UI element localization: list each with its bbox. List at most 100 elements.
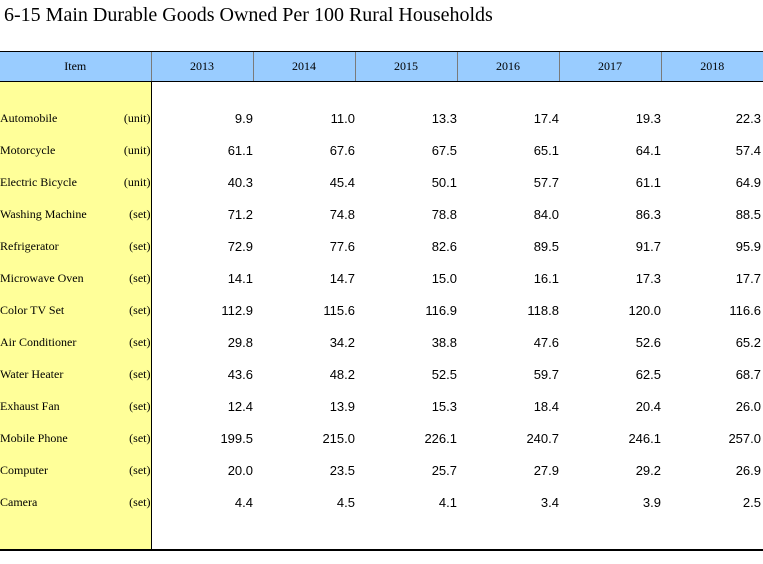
column-header-item: Item: [0, 51, 151, 82]
value-cell: 215.0: [322, 430, 355, 446]
value-cell: 11.0: [330, 110, 355, 126]
value-cell: 67.5: [431, 142, 457, 158]
value-cell: 26.0: [735, 398, 761, 414]
value-cell: 13.3: [431, 110, 457, 126]
item-unit: (unit): [123, 174, 151, 189]
item-name: Automobile: [0, 110, 58, 125]
table-bottom-spacer: [0, 518, 763, 551]
item-name: Mobile Phone: [0, 430, 68, 445]
table-row: Mobile Phone (set) 199.5 215.0 226.1 240.7 246…: [0, 422, 763, 454]
value-cell: 19.3: [635, 110, 661, 126]
column-header-2015: 2015: [354, 51, 457, 82]
value-cell: 25.7: [431, 462, 457, 478]
item-name: Microwave Oven: [0, 270, 84, 285]
value-cell: 22.3: [735, 110, 761, 126]
table-row: Washing Machine (set) 71.2 74.8 78.8 84.0 86.3…: [0, 198, 763, 230]
value-cell: 82.6: [431, 238, 457, 254]
value-cell: 3.4: [540, 494, 559, 510]
row-label-cell: Motorcycle (unit): [0, 134, 152, 166]
value-cell: 17.4: [533, 110, 559, 126]
column-header-2014: 2014: [252, 51, 355, 82]
value-cell: 86.3: [635, 206, 661, 222]
value-cell: 89.5: [533, 238, 559, 254]
value-cell: 64.1: [635, 142, 661, 158]
value-cell: 50.1: [431, 174, 457, 190]
value-cell: 16.1: [533, 270, 559, 286]
item-name: Camera: [0, 494, 38, 509]
value-cell: 78.8: [431, 206, 457, 222]
value-cell: 4.5: [336, 494, 355, 510]
value-cell: 26.9: [735, 462, 761, 478]
table-row: Motorcycle (unit) 61.1 67.6 67.5 65.1 64.1 57.4: [0, 134, 763, 166]
table-body: Automobile (unit) 9.9 11.0 13.3 17.4 19.3 22.3 M…: [0, 81, 763, 551]
item-unit: (set): [129, 302, 151, 317]
value-cell: 29.2: [635, 462, 661, 478]
value-cell: 61.1: [227, 142, 253, 158]
value-cell: 61.1: [635, 174, 661, 190]
row-label-cell: Color TV Set (set): [0, 294, 152, 326]
item-name: Color TV Set: [0, 302, 65, 317]
value-cell: 88.5: [735, 206, 761, 222]
table-row: Computer (set) 20.0 23.5 25.7 27.9 29.2 26.9: [0, 454, 763, 486]
value-cell: 64.9: [735, 174, 761, 190]
item-unit: (set): [129, 430, 151, 445]
value-cell: 43.6: [227, 366, 253, 382]
row-label-cell: Exhaust Fan (set): [0, 390, 152, 422]
column-header-2013: 2013: [150, 51, 253, 82]
value-cell: 112.9: [221, 302, 253, 318]
value-cell: 57.7: [533, 174, 559, 190]
value-cell: 67.6: [329, 142, 355, 158]
value-cell: 199.5: [220, 430, 253, 446]
value-cell: 240.7: [526, 430, 559, 446]
item-unit: (set): [129, 270, 151, 285]
value-cell: 226.1: [424, 430, 457, 446]
value-cell: 72.9: [227, 238, 253, 254]
value-cell: 120.0: [628, 302, 661, 318]
value-cell: 71.2: [227, 206, 253, 222]
row-label-cell: Camera (set): [0, 486, 152, 518]
value-cell: 9.9: [234, 110, 253, 126]
value-cell: 17.7: [735, 270, 761, 286]
value-cell: 65.2: [735, 334, 761, 350]
value-cell: 40.3: [227, 174, 253, 190]
row-label-cell: Refrigerator (set): [0, 230, 152, 262]
value-cell: 23.5: [329, 462, 355, 478]
row-label-cell: Air Conditioner (set): [0, 326, 152, 358]
row-label-cell: Microwave Oven (set): [0, 262, 152, 294]
column-header-2017: 2017: [558, 51, 661, 82]
table-row: Automobile (unit) 9.9 11.0 13.3 17.4 19.3 22.3: [0, 102, 763, 134]
value-cell: 65.1: [533, 142, 559, 158]
value-cell: 62.5: [635, 366, 661, 382]
value-cell: 15.0: [431, 270, 457, 286]
table-row: Water Heater (set) 43.6 48.2 52.5 59.7 62.5 68.…: [0, 358, 763, 390]
value-cell: 52.6: [635, 334, 661, 350]
value-cell: 95.9: [735, 238, 761, 254]
row-label-cell: Washing Machine (set): [0, 198, 152, 230]
page-title: 6-15 Main Durable Goods Owned Per 100 Ru…: [4, 4, 493, 26]
value-cell: 59.7: [533, 366, 559, 382]
item-unit: (unit): [123, 142, 151, 157]
value-cell: 115.6: [323, 302, 355, 318]
item-name: Refrigerator: [0, 238, 59, 253]
table-row: Refrigerator (set) 72.9 77.6 82.6 89.5 91.7 95.…: [0, 230, 763, 262]
value-cell: 17.3: [635, 270, 661, 286]
value-cell: 2.5: [742, 494, 761, 510]
value-cell: 29.8: [227, 334, 253, 350]
item-name: Electric Bicycle: [0, 174, 77, 189]
value-cell: 68.7: [735, 366, 761, 382]
table-row: Electric Bicycle (unit) 40.3 45.4 50.1 57.7 61…: [0, 166, 763, 198]
value-cell: 91.7: [635, 238, 661, 254]
item-unit: (set): [129, 494, 151, 509]
value-cell: 45.4: [329, 174, 355, 190]
value-cell: 34.2: [329, 334, 355, 350]
item-name: Air Conditioner: [0, 334, 77, 349]
value-cell: 47.6: [533, 334, 559, 350]
row-label-cell: Mobile Phone (set): [0, 422, 152, 454]
value-cell: 38.8: [431, 334, 457, 350]
item-unit: (set): [129, 238, 151, 253]
table-row: Color TV Set (set) 112.9 115.6 116.9 118.8 120…: [0, 294, 763, 326]
value-cell: 20.4: [635, 398, 661, 414]
value-cell: 4.1: [438, 494, 457, 510]
value-cell: 118.8: [527, 302, 559, 318]
value-cell: 12.4: [227, 398, 253, 414]
